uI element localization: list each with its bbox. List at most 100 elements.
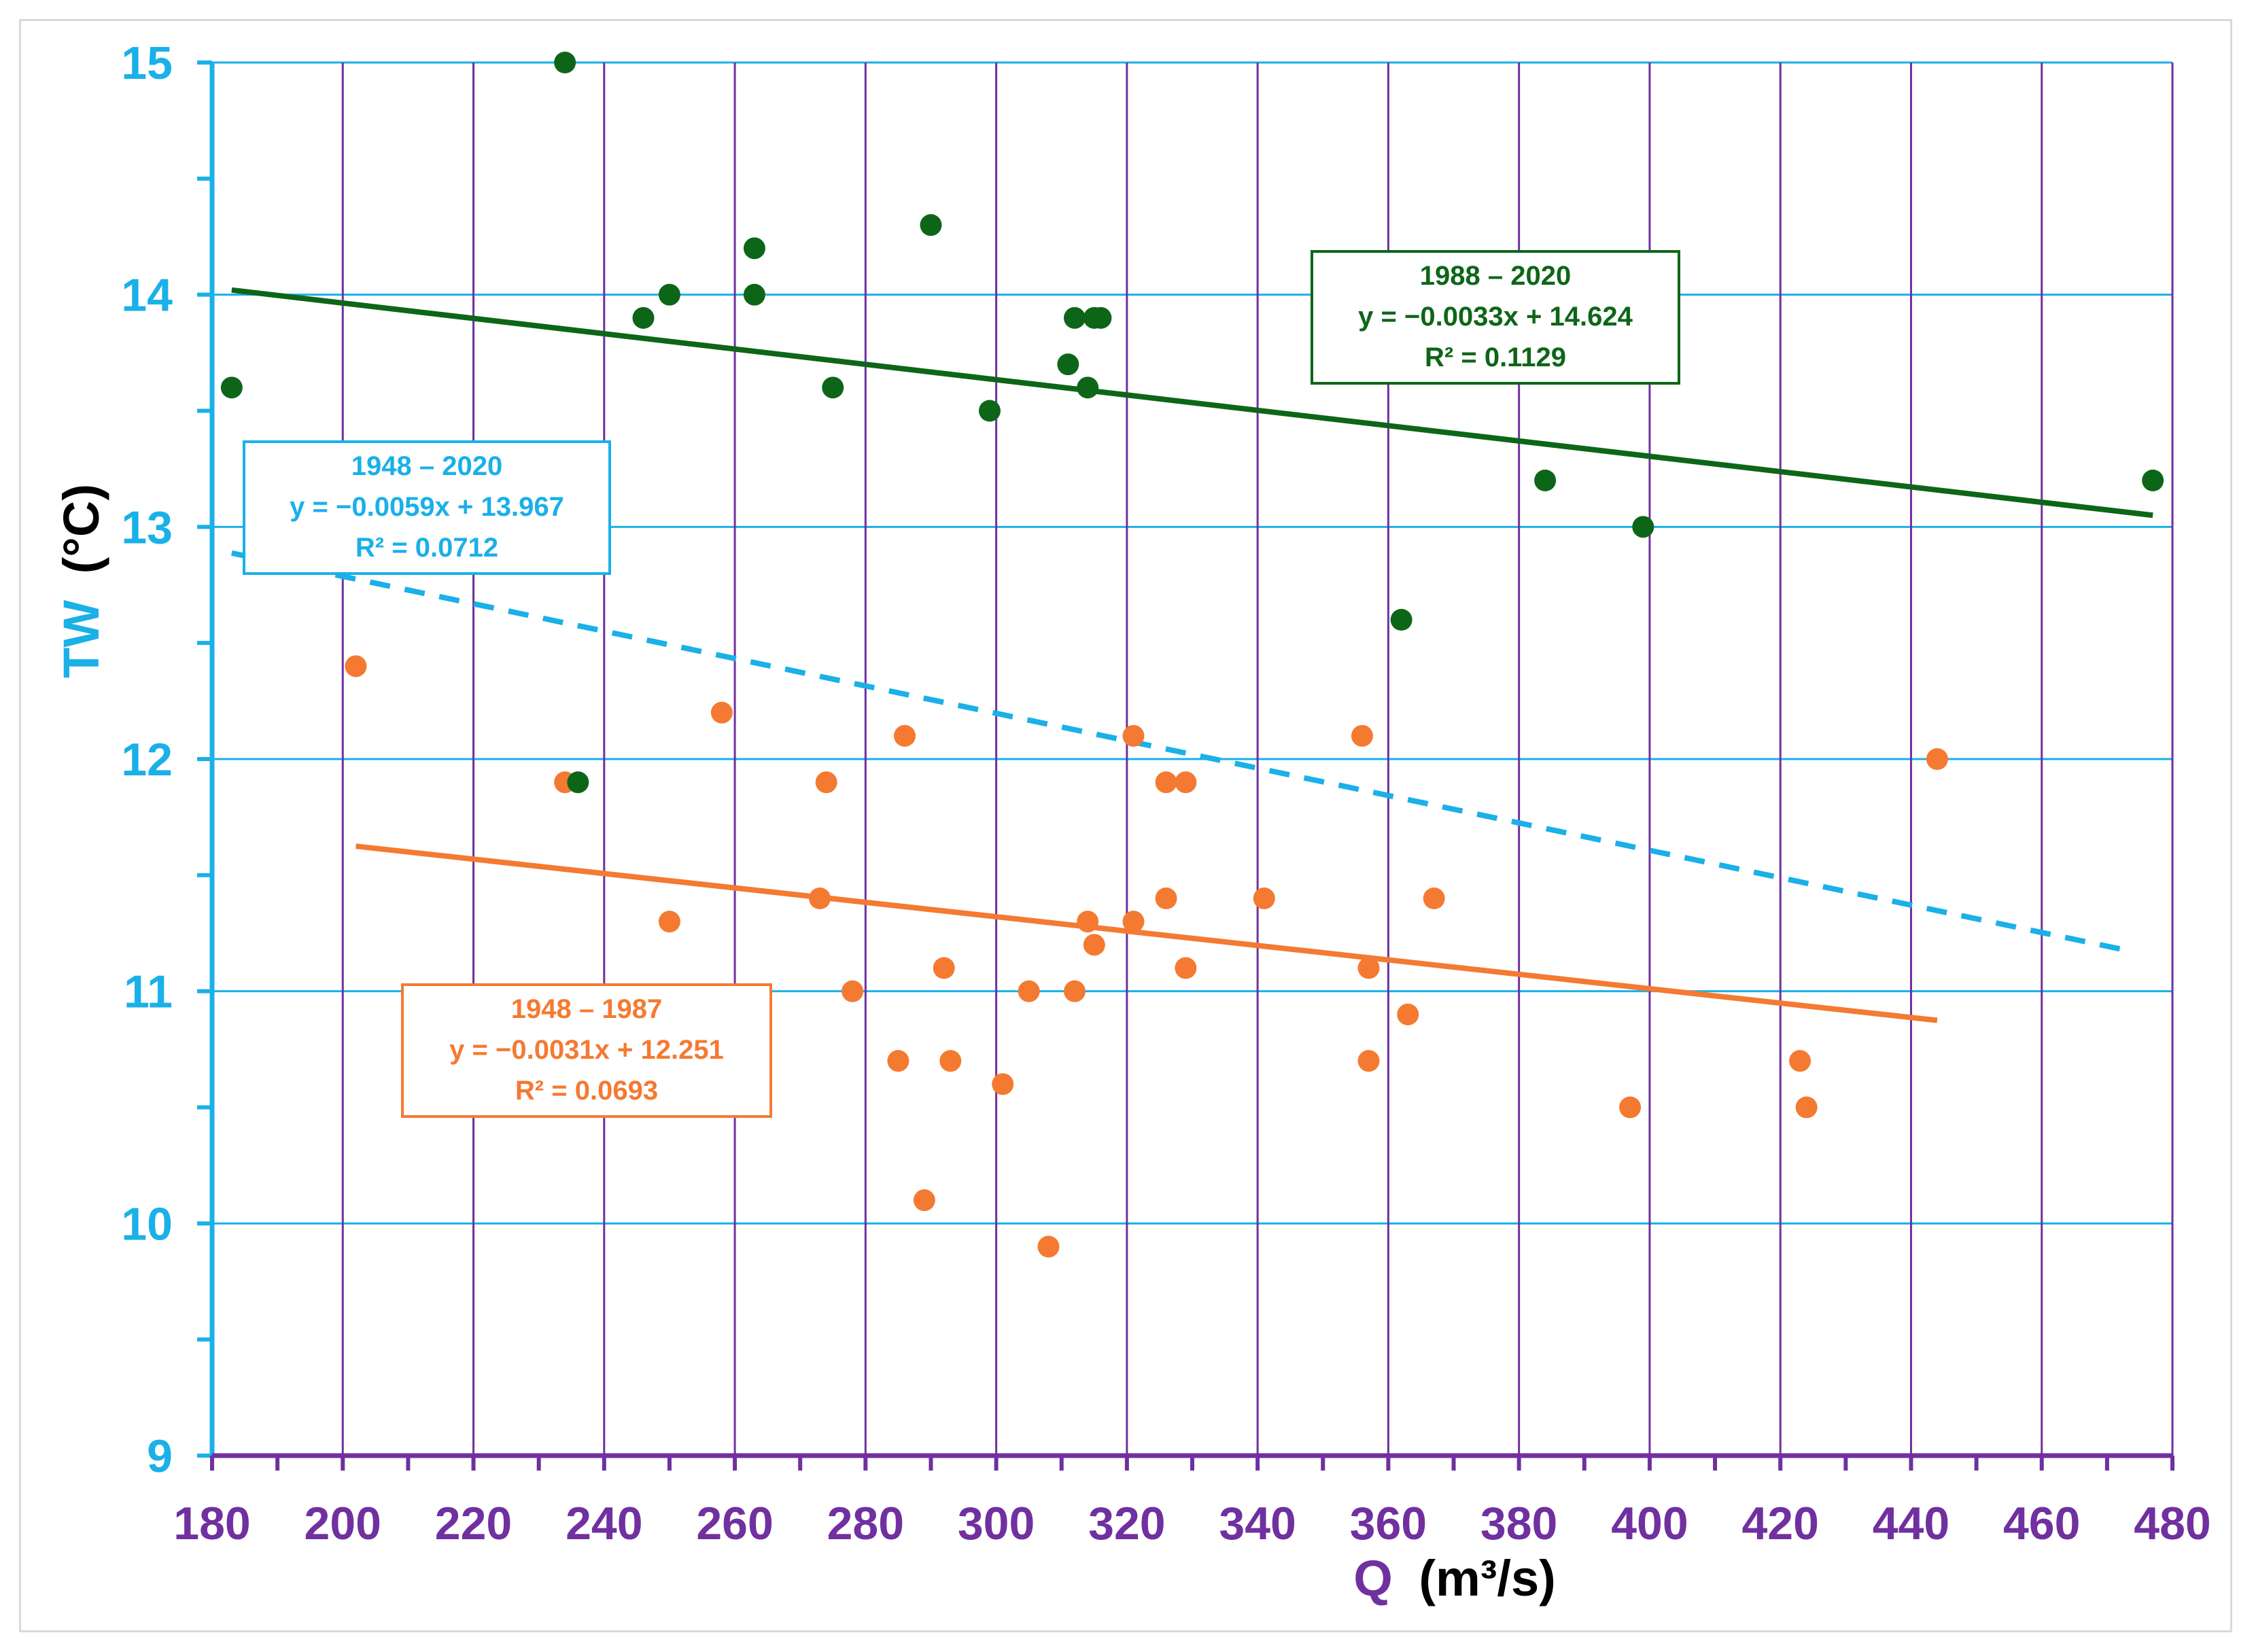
data-point xyxy=(815,771,837,794)
x-tick-label: 360 xyxy=(1350,1498,1427,1549)
y-tick-label: 13 xyxy=(121,502,173,553)
grid xyxy=(212,61,2174,1456)
data-point xyxy=(1122,911,1145,933)
data-point xyxy=(220,376,243,399)
y-tick-label: 9 xyxy=(147,1430,173,1482)
tick-labels: 9 10 11 12 13 14 15 180 200 220 240 260 280 300 320 340… xyxy=(121,37,2210,1549)
x-tick-label: 380 xyxy=(1480,1498,1557,1549)
data-point xyxy=(894,724,916,747)
legend-r2: R² = 0.0712 xyxy=(355,533,499,563)
y-tick-label: 10 xyxy=(121,1198,173,1250)
data-point xyxy=(920,214,942,236)
data-point xyxy=(1795,1096,1818,1119)
axes xyxy=(197,60,2174,1471)
data-point xyxy=(939,1050,962,1072)
data-point xyxy=(743,237,765,260)
x-tick-label: 480 xyxy=(2134,1498,2210,1549)
x-tick-label: 340 xyxy=(1219,1498,1296,1549)
legend-equation: y = −0.0033x + 14.624 xyxy=(1358,302,1633,332)
data-point xyxy=(1063,980,1086,1002)
x-tick-label: 260 xyxy=(696,1498,773,1549)
y-axis-title: TW (°C) xyxy=(53,484,109,678)
legend-equation: y = −0.0031x + 12.251 xyxy=(449,1035,724,1065)
x-tick-label: 320 xyxy=(1088,1498,1165,1549)
x-tick-label: 300 xyxy=(958,1498,1035,1549)
y-axis-title-var: TW xyxy=(53,600,109,678)
legend-box-1948-1987: 1948 – 1987 y = −0.0031x + 12.251 R² = 0… xyxy=(401,983,772,1118)
data-point xyxy=(913,1189,935,1212)
data-point xyxy=(1253,887,1275,909)
data-point xyxy=(1155,771,1177,794)
data-point xyxy=(743,283,765,306)
data-point xyxy=(1175,771,1197,794)
legend-period: 1988 – 2020 xyxy=(1419,261,1572,291)
legend-r2: R² = 0.1129 xyxy=(1425,342,1566,372)
data-point xyxy=(632,306,655,329)
data-point xyxy=(1789,1050,1811,1072)
data-point xyxy=(842,980,864,1002)
y-tick-label: 12 xyxy=(121,734,173,786)
data-point xyxy=(554,52,576,73)
data-point xyxy=(1351,724,1373,747)
data-point xyxy=(1534,470,1557,491)
x-tick-label: 180 xyxy=(173,1498,250,1549)
y-axis-title-unit: (°C) xyxy=(53,484,109,574)
legend-r2: R² = 0.0693 xyxy=(515,1076,659,1106)
data-point xyxy=(2142,470,2164,491)
trendline xyxy=(231,550,2134,955)
data-point xyxy=(710,701,733,724)
data-point xyxy=(1083,934,1105,956)
data-point xyxy=(1155,887,1177,909)
legend-box-1948-2020: 1948 – 2020 y = −0.0059x + 13.967 R² = 0… xyxy=(243,440,611,575)
y-tick-label: 14 xyxy=(121,270,173,321)
figure-frame xyxy=(19,19,2232,1632)
x-axis-title-var: Q xyxy=(1353,1550,1393,1606)
data-point xyxy=(992,1073,1014,1095)
legend-period: 1948 – 2020 xyxy=(351,451,503,481)
x-tick-label: 240 xyxy=(566,1498,642,1549)
x-tick-label: 440 xyxy=(1873,1498,1949,1549)
x-tick-label: 400 xyxy=(1611,1498,1688,1549)
data-point xyxy=(933,957,955,979)
data-point xyxy=(1077,376,1099,399)
trendlines xyxy=(231,287,2153,1023)
data-point xyxy=(1390,609,1412,631)
data-point xyxy=(1397,1003,1419,1025)
data-point xyxy=(345,655,367,678)
x-tick-label: 220 xyxy=(435,1498,512,1549)
x-tick-label: 460 xyxy=(2003,1498,2080,1549)
data-point xyxy=(658,283,680,306)
data-point xyxy=(1037,1235,1060,1258)
data-point xyxy=(1063,306,1086,329)
data-point xyxy=(1122,724,1145,747)
legend-equation: y = −0.0059x + 13.967 xyxy=(290,492,564,522)
trendline xyxy=(356,843,1938,1023)
data-point xyxy=(809,887,831,909)
x-tick-label: 200 xyxy=(305,1498,381,1549)
y-tick-label: 11 xyxy=(124,966,173,1018)
data-point xyxy=(1357,1050,1380,1072)
data-point xyxy=(1175,957,1197,979)
data-point xyxy=(1926,748,1948,770)
data-point xyxy=(567,771,589,794)
x-tick-label: 420 xyxy=(1741,1498,1818,1549)
data-point xyxy=(658,911,680,933)
data-point xyxy=(978,400,1001,422)
data-point xyxy=(1018,980,1040,1002)
data-point xyxy=(1057,353,1079,376)
data-points xyxy=(220,52,2164,1258)
data-point xyxy=(1090,306,1112,329)
data-point xyxy=(1619,1096,1642,1119)
data-point xyxy=(1077,911,1099,933)
trendline xyxy=(231,287,2153,519)
data-point xyxy=(1423,887,1445,909)
legend-period: 1948 – 1987 xyxy=(510,994,663,1024)
data-point xyxy=(822,376,844,399)
data-point xyxy=(1632,516,1654,538)
legend-box-1988-2020: 1988 – 2020 y = −0.0033x + 14.624 R² = 0… xyxy=(1311,250,1680,385)
y-tick-label: 15 xyxy=(121,37,173,89)
data-point xyxy=(887,1050,909,1072)
x-axis-title-unit: (m³/s) xyxy=(1419,1550,1555,1606)
data-point xyxy=(1357,957,1380,979)
